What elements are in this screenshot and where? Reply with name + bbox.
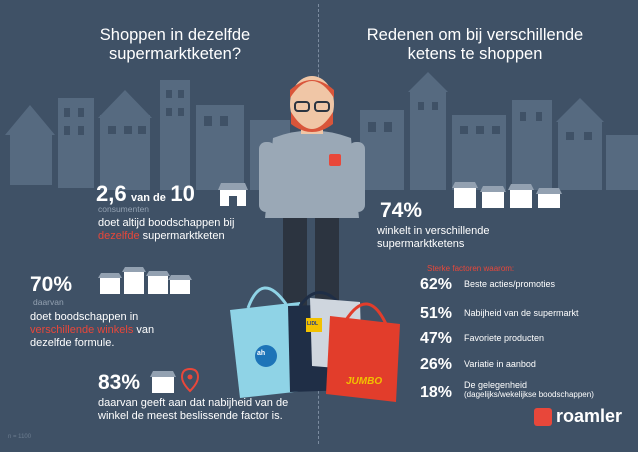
shopping-bags-illustration (230, 286, 400, 402)
stat-multi-value: 70% (30, 273, 73, 296)
roamler-logo-icon (534, 408, 552, 426)
factor-label: Beste acties/promoties (464, 279, 556, 289)
stat-loyal-unit: consumenten (98, 204, 150, 214)
lidl-bag-label: LIDL (307, 321, 319, 327)
factor-percentage: 18% (419, 384, 452, 401)
nearby-store-icon (150, 367, 200, 393)
factors-heading: Sterke factoren waarom: (427, 264, 515, 273)
roamler-logo: roamler (556, 406, 623, 426)
stat-proximity-value: 83% (98, 371, 141, 394)
chain-stores-icon (452, 182, 562, 208)
factor-percentage: 26% (419, 356, 452, 373)
stores-row-icon (98, 267, 192, 294)
left-heading: Shoppen in dezelfde supermarktketen? (99, 26, 251, 63)
footnote: n = 1100 (8, 434, 32, 440)
stat-loyal-description: doet altijd boodschappen bij dezelfde su… (98, 217, 235, 242)
stat-chains-value: 74% (380, 199, 423, 222)
stat-proximity-description: daarvan geeft aan dat nabijheid van de w… (98, 397, 289, 422)
store-icon (218, 183, 248, 206)
stat-loyal-headline: 2,6 van de 10 (96, 181, 195, 206)
jumbo-bag-label: JUMBO (346, 376, 383, 387)
factor-label: Nabijheid van de supermarkt (464, 308, 579, 318)
ah-bag-label: ah (257, 350, 266, 357)
factor-label: Variatie in aanbod (464, 359, 536, 369)
city-skyline-illustration (5, 72, 638, 190)
stat-multi-unit: daarvan (33, 297, 64, 307)
factor-percentage: 62% (419, 276, 452, 293)
stat-multi-description: doet boodschappen in verschillende winke… (30, 311, 155, 349)
right-heading: Redenen om bij verschillende ketens te s… (366, 26, 584, 63)
factor-label: Favoriete producten (464, 333, 545, 343)
factor-percentage: 47% (419, 330, 452, 347)
shopper-illustration (259, 76, 365, 328)
stat-chains-description: winkelt in verschillende supermarktketen… (377, 225, 490, 250)
factor-percentage: 51% (419, 305, 452, 322)
factor-label: De gelegenheid (464, 380, 528, 390)
factor-sublabel: (dagelijks/wekelijkse boodschappen) (464, 390, 594, 399)
